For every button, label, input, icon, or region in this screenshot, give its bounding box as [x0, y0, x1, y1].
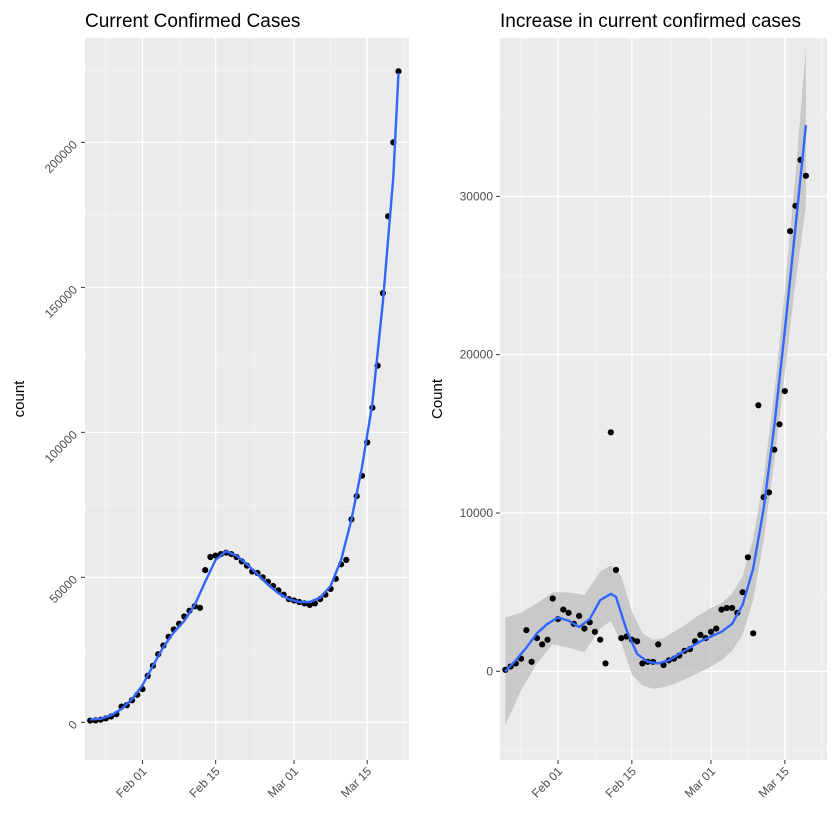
data-point-22 [618, 635, 625, 642]
y-tick-label-2: 100000 [42, 427, 80, 465]
smooth-right [504, 124, 808, 673]
data-point-7 [539, 641, 546, 648]
data-point-43 [729, 604, 736, 612]
data-point-29 [655, 641, 662, 648]
y-tick-label-2: 20000 [460, 348, 494, 362]
data-point-42 [723, 604, 730, 612]
data-point-21 [612, 566, 620, 574]
chart-title-right: Increase in current confirmed cases [500, 11, 801, 32]
data-point-47 [750, 630, 757, 637]
data-point-50 [765, 489, 773, 496]
data-point-9 [549, 595, 556, 602]
data-point-54 [787, 228, 794, 235]
data-point-42 [306, 601, 313, 609]
data-point-11 [560, 606, 567, 613]
data-point-49 [343, 556, 350, 564]
data-point-52 [776, 421, 783, 428]
data-point-5 [528, 658, 535, 665]
data-point-26 [639, 660, 646, 667]
data-point-23 [207, 553, 214, 561]
plot-panel-left [85, 38, 409, 760]
data-point-18 [597, 636, 604, 643]
x-tick-label-0: Feb 01 [113, 764, 150, 801]
data-point-45 [739, 589, 746, 596]
data-point-17 [591, 628, 599, 635]
grid-left [85, 38, 409, 760]
right-chart-increase: Increase in current confirmed cases 0 100… [429, 11, 827, 801]
data-point-37 [697, 631, 704, 639]
data-point-20 [607, 429, 614, 436]
data-point-41 [718, 606, 725, 613]
chart-title-left: Current Confirmed Cases [85, 11, 300, 32]
left-chart-current-confirmed: Current Confirmed Cases 0 50000 100000 1500… [11, 11, 409, 801]
data-point-57 [802, 172, 810, 179]
smooth-trend-line [90, 72, 400, 721]
data-point-53 [781, 388, 788, 395]
x-tick-label-1: Feb 15 [186, 764, 223, 801]
x-tick-label-2: Mar 01 [265, 764, 302, 801]
data-point-48 [755, 402, 762, 409]
data-point-46 [744, 554, 752, 561]
x-tick-label-0: Feb 01 [529, 764, 566, 801]
data-point-8 [544, 636, 551, 643]
y-tick-label-1: 10000 [460, 506, 494, 520]
data-point-4 [523, 627, 530, 634]
y-tick-label-4: 200000 [42, 137, 80, 175]
data-point-51 [771, 446, 778, 453]
data-point-14 [576, 612, 583, 620]
y-tick-label-0: 0 [65, 717, 80, 732]
smooth-left [90, 72, 400, 721]
y-tick-label-1: 50000 [47, 572, 81, 606]
data-point-43 [311, 600, 318, 607]
y-tick-label-0: 0 [486, 664, 493, 678]
x-tick-label-3: Mar 15 [756, 764, 793, 801]
data-point-39 [707, 628, 715, 635]
y-tick-label-3: 150000 [42, 282, 80, 320]
y-axis-label-left: count [11, 380, 28, 418]
data-point-40 [713, 625, 720, 632]
x-tick-label-2: Mar 01 [682, 764, 719, 801]
y-axis-label-right: Count [429, 378, 446, 419]
y-tick-label-3: 30000 [460, 189, 494, 203]
confidence-ribbon [505, 47, 806, 726]
data-point-22 [202, 567, 209, 574]
x-tick-label-1: Feb 15 [603, 764, 640, 801]
data-point-59 [395, 68, 402, 75]
x-tick-label-3: Mar 15 [338, 764, 375, 801]
data-point-19 [602, 660, 609, 667]
ribbon-right [505, 47, 806, 726]
data-point-21 [196, 604, 204, 611]
data-point-25 [634, 638, 641, 645]
data-point-15 [581, 625, 588, 632]
data-point-12 [565, 609, 572, 616]
smooth-trend-line [504, 124, 808, 673]
